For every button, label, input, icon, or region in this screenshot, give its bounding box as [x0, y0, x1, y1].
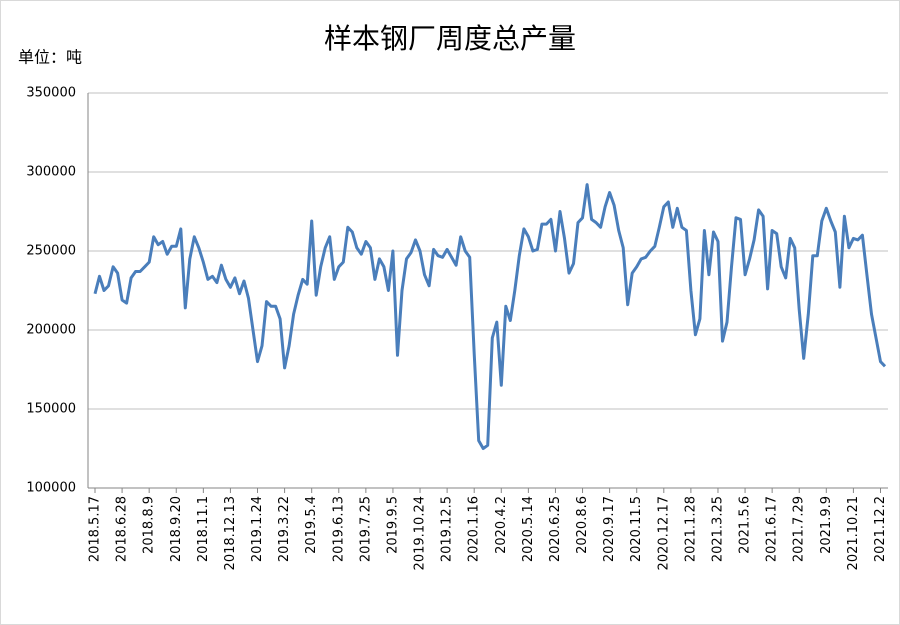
x-tick-label: 2021.7.29: [792, 496, 807, 562]
x-tick-label: 2018.12.13: [223, 496, 238, 570]
x-tick-label: 2021.6.17: [765, 496, 780, 562]
x-tick-label: 2019.6.13: [331, 496, 346, 562]
x-tick-label: 2020.8.6: [575, 496, 590, 554]
x-tick-label: 2019.3.22: [277, 496, 292, 562]
x-tick-label: 2021.12.2: [873, 496, 888, 562]
x-tick-label: 2020.1.16: [467, 496, 482, 562]
x-tick-label: 2018.9.20: [169, 496, 184, 562]
x-tick-label: 2018.5.17: [88, 496, 103, 562]
x-tick-label: 2019.1.24: [250, 496, 265, 562]
x-tick-label: 2019.5.4: [304, 496, 319, 554]
data-line: [93, 183, 887, 450]
x-tick-label: 2020.11.5: [629, 496, 644, 562]
unit-label: 单位：吨: [18, 48, 82, 67]
x-tick-label: 2018.11.1: [196, 496, 211, 562]
x-tick-label: 2020.4.2: [494, 496, 509, 554]
x-tick-label: 2021.9.9: [819, 496, 834, 554]
y-tick-label: 100000: [26, 481, 76, 496]
x-tick-label: 2021.1.28: [683, 496, 698, 562]
x-tick-label: 2019.12.5: [440, 496, 455, 562]
x-tick-label: 2019.7.25: [358, 496, 373, 562]
x-tick-label: 2020.12.17: [656, 496, 671, 570]
x-tick-label: 2018.8.9: [142, 496, 157, 554]
chart-title: 样本钢厂周度总产量: [324, 22, 576, 55]
y-tick-label: 350000: [26, 86, 76, 101]
x-tick-label: 2019.10.24: [413, 496, 428, 570]
y-tick-label: 250000: [26, 244, 76, 259]
y-tick-label: 200000: [26, 323, 76, 338]
x-tick-label: 2021.5.6: [738, 496, 753, 554]
x-tick-label: 2020.6.25: [548, 496, 563, 562]
y-tick-label: 300000: [26, 165, 76, 180]
x-tick-label: 2019.9.5: [385, 496, 400, 554]
y-tick-label: 150000: [26, 402, 76, 417]
x-tick-label: 2021.10.21: [846, 496, 861, 570]
x-tick-label: 2021.3.25: [710, 496, 725, 562]
x-tick-label: 2018.6.28: [115, 496, 130, 562]
x-tick-label: 2020.9.17: [602, 496, 617, 562]
x-tick-label: 2020.5.14: [521, 496, 536, 562]
